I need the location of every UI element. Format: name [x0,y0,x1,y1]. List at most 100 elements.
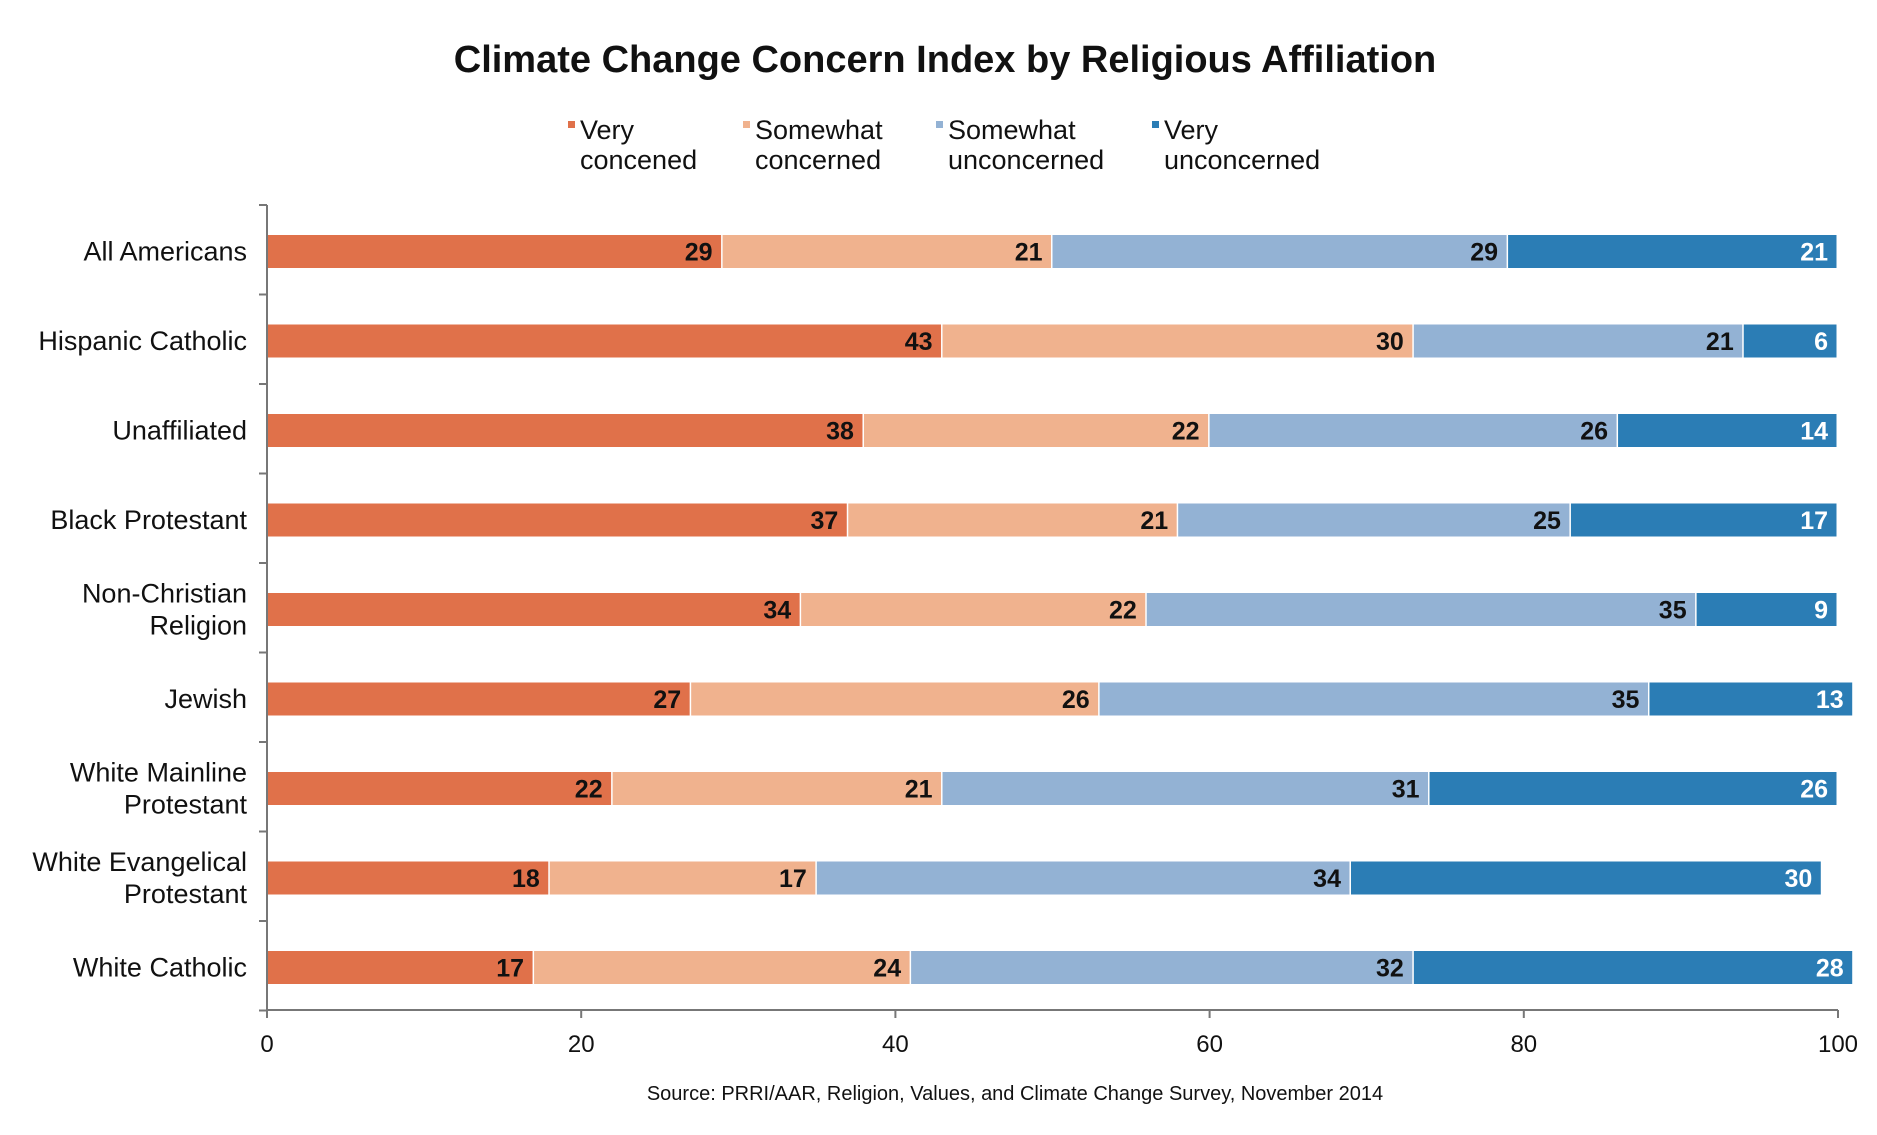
data-label-unaffiliated-somewhat-unconcerned: 26 [1580,418,1608,446]
data-label-non-christian-religion-very-unconcerned: 9 [1814,597,1828,625]
data-label-white-catholic-somewhat-concerned: 24 [873,955,901,983]
data-label-jewish-somewhat-concerned: 26 [1062,686,1090,714]
bar-white-mainline-protestant-very-concened [267,772,612,805]
chart-title: Climate Change Concern Index by Religiou… [454,39,1437,81]
category-label-white-evangelical-protestant: White Evangelical Protestant [32,847,247,909]
bar-white-evangelical-protestant-very-concened [267,861,549,895]
data-label-white-catholic-somewhat-unconcerned: 32 [1376,955,1404,983]
legend-swatch-somewhat-concerned [743,121,750,128]
bar-unaffiliated-very-concened [267,414,863,447]
bar-unaffiliated-somewhat-unconcerned [1209,414,1617,447]
data-label-all-americans-very-concened: 29 [685,239,713,267]
bar-non-christian-religion-very-concened [267,593,800,626]
data-label-white-evangelical-protestant-very-unconcerned: 30 [1784,865,1812,893]
legend-label-somewhat-concerned: Somewhat concerned [755,115,883,175]
data-label-jewish-very-unconcerned: 13 [1816,686,1844,714]
legend-swatch-very-concened [568,121,575,128]
legend-label-somewhat-unconcerned: Somewhat unconcerned [948,115,1104,175]
data-label-non-christian-religion-somewhat-unconcerned: 35 [1659,597,1687,625]
data-label-white-mainline-protestant-very-unconcerned: 26 [1800,776,1828,804]
bars-group: 29 21 29 21 43 30 21 6 38 22 26 14 37 21 25 17 34 22 35 9 27… [267,235,1853,984]
bar-white-mainline-protestant-somewhat-concerned [612,772,942,805]
bar-white-mainline-protestant-somewhat-unconcerned [942,772,1429,805]
bar-jewish-somewhat-unconcerned [1099,682,1648,716]
bar-black-protestant-somewhat-concerned [848,503,1177,537]
bar-non-christian-religion-very-unconcerned [1696,593,1837,626]
category-label-white-catholic: White Catholic [73,953,247,983]
bar-black-protestant-very-concened [267,503,847,537]
x-tick-label-60: 60 [1196,1031,1223,1058]
data-label-hispanic-catholic-very-concened: 43 [905,328,933,356]
data-label-white-evangelical-protestant-somewhat-concerned: 17 [779,865,807,893]
data-label-hispanic-catholic-somewhat-unconcerned: 21 [1706,328,1734,356]
bar-black-protestant-very-unconcerned [1570,503,1837,537]
data-label-white-mainline-protestant-somewhat-unconcerned: 31 [1392,776,1420,804]
bar-jewish-somewhat-concerned [691,682,1099,716]
bar-all-americans-very-concened [267,235,722,268]
data-label-white-mainline-protestant-very-concened: 22 [575,776,603,804]
bar-white-evangelical-protestant-somewhat-unconcerned [816,861,1350,895]
source-note: Source: PRRI/AAR, Religion, Values, and … [647,1083,1383,1105]
legend-label-very-unconcerned: Very unconcerned [1164,115,1320,175]
x-tick-label-40: 40 [882,1031,909,1058]
bar-non-christian-religion-somewhat-unconcerned [1146,593,1696,626]
data-label-all-americans-very-unconcerned: 21 [1800,239,1828,267]
bar-jewish-very-unconcerned [1649,682,1853,716]
x-tick-label-0: 0 [260,1031,273,1058]
x-tick-label-100: 100 [1818,1031,1858,1058]
x-axis: 0 20 40 60 80 100 [259,204,1858,1058]
bar-hispanic-catholic-somewhat-concerned [942,324,1413,358]
bar-white-catholic-very-concened [267,951,533,984]
data-label-black-protestant-somewhat-concerned: 21 [1140,507,1168,535]
category-label-jewish: Jewish [164,684,247,714]
data-label-jewish-very-concened: 27 [653,686,681,714]
legend-swatch-very-unconcerned [1152,121,1159,128]
data-label-black-protestant-very-unconcerned: 17 [1800,507,1828,535]
data-label-black-protestant-very-concened: 37 [810,507,838,535]
bar-hispanic-catholic-very-concened [267,324,942,358]
data-label-hispanic-catholic-somewhat-concerned: 30 [1376,328,1404,356]
bar-hispanic-catholic-somewhat-unconcerned [1413,324,1743,358]
legend-swatch-somewhat-unconcerned [936,121,943,128]
bar-unaffiliated-somewhat-concerned [863,414,1209,447]
x-tick-label-80: 80 [1510,1031,1537,1058]
bar-black-protestant-somewhat-unconcerned [1178,503,1570,537]
bar-white-catholic-very-unconcerned [1413,951,1853,984]
category-label-hispanic-catholic: Hispanic Catholic [38,326,247,356]
bar-white-evangelical-protestant-somewhat-concerned [549,861,816,895]
category-labels: All Americans Hispanic Catholic Unaffiliat… [32,237,247,983]
category-label-white-mainline-protestant: White Mainline Protestant [70,758,248,820]
bar-all-americans-very-unconcerned [1508,235,1837,268]
data-label-hispanic-catholic-very-unconcerned: 6 [1814,328,1828,356]
bar-all-americans-somewhat-unconcerned [1052,235,1507,268]
category-label-unaffiliated: Unaffiliated [112,416,247,446]
legend: Very concened Somewhat concerned Somewhat unc… [568,115,1320,175]
data-label-all-americans-somewhat-unconcerned: 29 [1470,239,1498,267]
data-label-white-evangelical-protestant-very-concened: 18 [512,865,540,893]
data-label-jewish-somewhat-unconcerned: 35 [1612,686,1640,714]
data-label-white-evangelical-protestant-somewhat-unconcerned: 34 [1313,865,1341,893]
category-label-all-americans: All Americans [83,237,247,267]
data-label-white-mainline-protestant-somewhat-concerned: 21 [905,776,933,804]
bar-all-americans-somewhat-concerned [722,235,1051,268]
data-label-black-protestant-somewhat-unconcerned: 25 [1533,507,1561,535]
bar-non-christian-religion-somewhat-concerned [801,593,1146,626]
data-label-all-americans-somewhat-concerned: 21 [1015,239,1043,267]
data-label-unaffiliated-very-concened: 38 [826,418,854,446]
data-label-white-catholic-very-unconcerned: 28 [1816,955,1844,983]
data-label-non-christian-religion-somewhat-concerned: 22 [1109,597,1137,625]
bar-white-evangelical-protestant-very-unconcerned [1350,861,1821,895]
bar-white-mainline-protestant-very-unconcerned [1429,772,1837,805]
data-label-non-christian-religion-very-concened: 34 [763,597,791,625]
data-label-unaffiliated-somewhat-concerned: 22 [1172,418,1200,446]
bar-hispanic-catholic-very-unconcerned [1743,324,1837,358]
bar-white-catholic-somewhat-unconcerned [911,951,1413,984]
data-label-white-catholic-very-concened: 17 [496,955,524,983]
bar-unaffiliated-very-unconcerned [1618,414,1837,447]
category-label-black-protestant: Black Protestant [50,505,247,535]
legend-label-very-concened: Very concened [580,115,697,175]
x-tick-label-20: 20 [568,1031,595,1058]
bar-jewish-very-concened [267,682,690,716]
data-label-unaffiliated-very-unconcerned: 14 [1800,418,1828,446]
